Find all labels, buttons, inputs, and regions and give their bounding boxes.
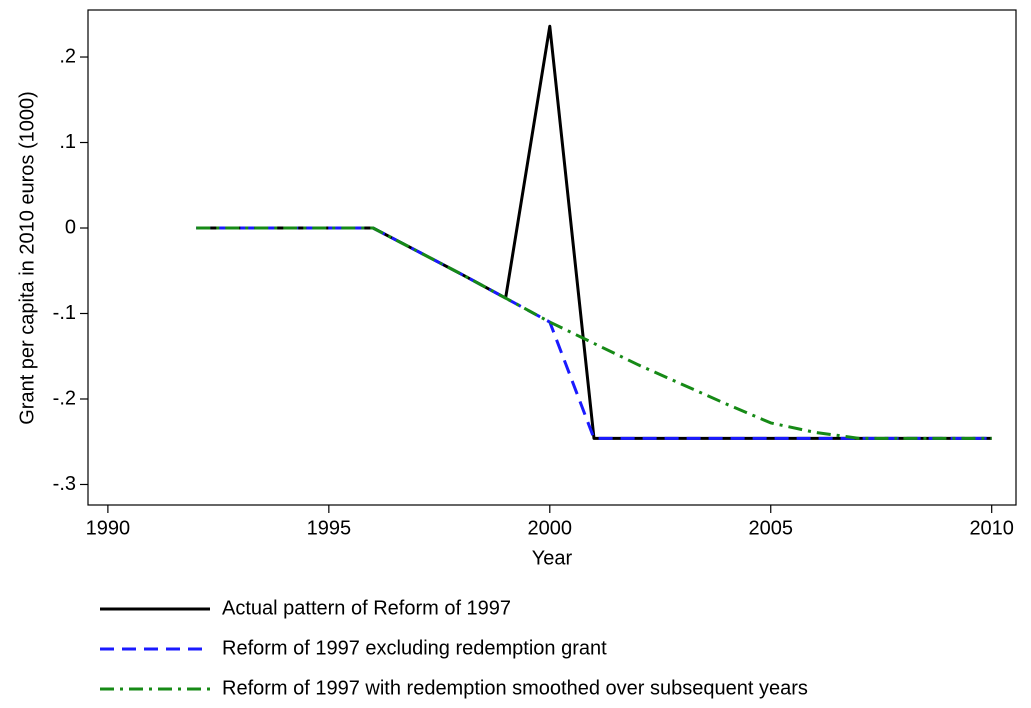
y-tick-label: -.1 bbox=[53, 302, 76, 324]
legend-label: Reform of 1997 excluding redemption gran… bbox=[222, 637, 607, 659]
y-tick-label: 0 bbox=[65, 216, 76, 238]
legend-label: Actual pattern of Reform of 1997 bbox=[222, 597, 511, 619]
x-tick-label: 2000 bbox=[528, 517, 573, 539]
x-tick-label: 2005 bbox=[748, 517, 793, 539]
series-line bbox=[196, 226, 992, 440]
legend-label: Reform of 1997 with redemption smoothed … bbox=[222, 677, 808, 699]
x-axis-label: Year bbox=[532, 547, 573, 569]
y-tick-label: -.2 bbox=[53, 387, 76, 409]
y-tick-label: .2 bbox=[59, 45, 76, 67]
y-tick-label: -.3 bbox=[53, 473, 76, 495]
y-axis-label: Grant per capita in 2010 euros (1000) bbox=[16, 91, 38, 425]
x-tick-label: 1995 bbox=[307, 517, 352, 539]
series-line bbox=[196, 24, 992, 440]
x-tick-label: 1990 bbox=[86, 517, 131, 539]
x-tick-label: 2010 bbox=[969, 517, 1014, 539]
y-tick-label: .1 bbox=[59, 131, 76, 153]
series-line bbox=[196, 226, 992, 440]
plot-frame bbox=[87, 9, 1017, 506]
